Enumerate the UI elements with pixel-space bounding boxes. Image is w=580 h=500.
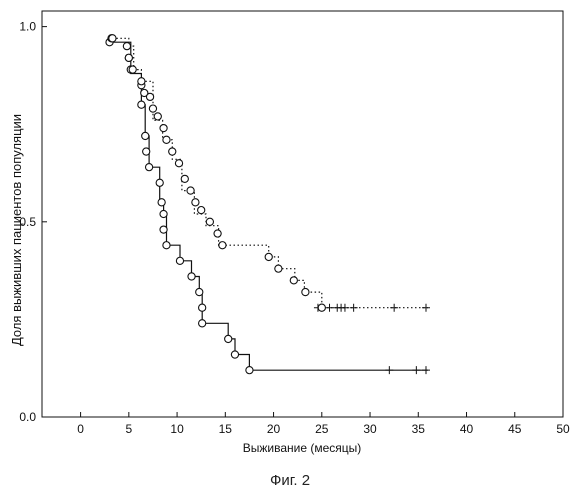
censored-marker [422, 366, 430, 374]
event-point [192, 199, 199, 206]
event-point [225, 335, 232, 342]
x-axis-ticks: 0 5 10 15 20 25 30 35 40 45 50 [77, 412, 570, 436]
event-point [138, 78, 145, 85]
event-point [196, 288, 203, 295]
event-point [154, 113, 161, 120]
x-tick-label: 5 [125, 422, 132, 436]
event-point [176, 257, 183, 264]
censored-marker [412, 366, 420, 374]
x-tick-label: 20 [267, 422, 281, 436]
plot-frame [42, 11, 563, 417]
figure-caption: Фиг. 2 [0, 472, 580, 489]
series-1 [106, 35, 430, 374]
event-point [187, 187, 194, 194]
event-point [181, 175, 188, 182]
event-point [169, 148, 176, 155]
event-point [163, 136, 170, 143]
event-point [145, 164, 152, 171]
censored-marker [385, 366, 393, 374]
event-point [109, 35, 116, 42]
x-tick-label: 25 [315, 422, 329, 436]
event-point [143, 148, 150, 155]
x-tick-label: 10 [170, 422, 184, 436]
event-point [158, 199, 165, 206]
series-2 [109, 35, 430, 312]
x-tick-label: 0 [77, 422, 84, 436]
event-point [219, 242, 226, 249]
event-point [160, 210, 167, 217]
x-tick-label: 50 [556, 422, 570, 436]
event-point [231, 351, 238, 358]
x-tick-label: 15 [219, 422, 233, 436]
censored-marker [341, 304, 349, 312]
series-layer [106, 35, 430, 374]
censored-marker [326, 304, 334, 312]
event-point [149, 105, 156, 112]
x-tick-label: 30 [363, 422, 377, 436]
event-point [188, 273, 195, 280]
y-tick-label: 1.0 [19, 20, 36, 34]
event-point [246, 367, 253, 374]
y-axis-label: Доля выживших пациентов популяции [9, 114, 24, 346]
survival-curve-line [110, 42, 428, 370]
x-tick-label: 40 [460, 422, 474, 436]
event-point [123, 43, 130, 50]
censored-marker [350, 304, 358, 312]
event-point [175, 160, 182, 167]
event-point [265, 253, 272, 260]
event-point [163, 242, 170, 249]
censored-marker [390, 304, 398, 312]
event-point [142, 132, 149, 139]
event-point [290, 277, 297, 284]
event-point [156, 179, 163, 186]
event-point [275, 265, 282, 272]
event-point [138, 101, 145, 108]
event-point [302, 288, 309, 295]
x-tick-label: 35 [412, 422, 426, 436]
x-tick-label: 45 [508, 422, 522, 436]
censored-marker [422, 304, 430, 312]
event-point [206, 218, 213, 225]
event-point [198, 206, 205, 213]
event-point [214, 230, 221, 237]
x-axis-label: Выживание (месяцы) [243, 441, 362, 455]
y-tick-label: 0.0 [19, 410, 36, 424]
event-point [199, 320, 206, 327]
event-point [125, 54, 132, 61]
event-point [318, 304, 325, 311]
event-point [199, 304, 206, 311]
event-point [146, 93, 153, 100]
event-point [129, 66, 136, 73]
event-point [160, 226, 167, 233]
event-point [160, 125, 167, 132]
